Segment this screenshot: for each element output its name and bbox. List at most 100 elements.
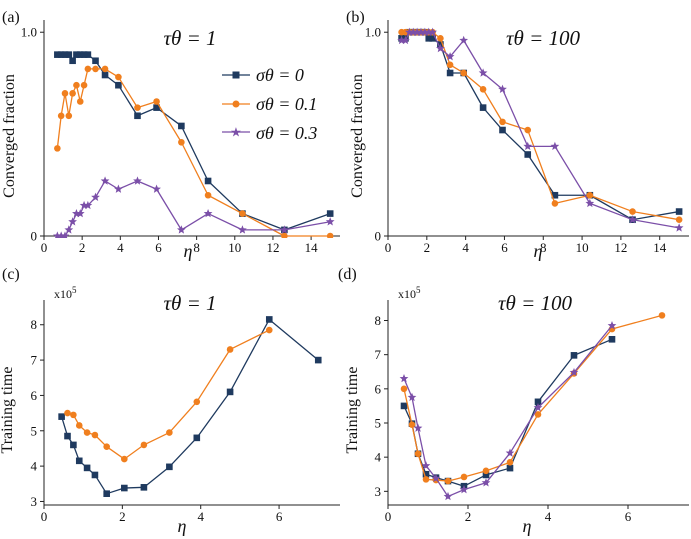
plot-area-b: [397, 27, 684, 232]
data-point-d-2: [459, 485, 469, 494]
data-point-d-1: [408, 421, 416, 429]
data-point-b-0: [425, 35, 433, 42]
panel-a: (a) τθ = 1 Converged fraction η 0 2 4 6 8 10 1…: [1, 9, 340, 261]
x-tick-label-b: 14: [653, 240, 667, 255]
data-point-b-2: [428, 27, 438, 36]
legend-entry-0: σθ = 0: [222, 65, 304, 85]
data-point-b-2: [404, 27, 414, 36]
data-point-c-0: [103, 490, 110, 497]
y-multiplier-c: x105: [54, 285, 77, 301]
data-point-d-0: [506, 464, 514, 472]
data-point-b-0: [551, 191, 559, 199]
data-point-b-2: [436, 43, 445, 53]
data-point-b-2: [416, 27, 426, 36]
y-multiplier-exp-d: 5: [416, 285, 421, 295]
data-point-d-2: [505, 448, 515, 457]
data-point-c-0: [226, 388, 234, 396]
data-point-a-0: [54, 51, 61, 58]
y-axis-label-c: Training time: [0, 367, 16, 454]
data-point-a-2: [91, 192, 100, 201]
data-point-a-1: [61, 90, 69, 97]
series-line-b-0: [401, 31, 680, 221]
data-point-d-2: [569, 367, 579, 377]
x-axis-label-d: η: [523, 516, 532, 536]
data-point-a-1: [92, 65, 99, 73]
data-point-c-0: [75, 457, 83, 465]
legend-label-0: σθ = 0: [256, 65, 304, 85]
data-point-a-1: [76, 98, 84, 105]
y-tick-label-c: 4: [31, 459, 38, 474]
y-tick-label-d: 4: [375, 450, 382, 465]
data-point-a-0: [326, 210, 334, 217]
y-tick-label-a: 1.0: [21, 25, 37, 40]
y-ticks-a: 01.0: [21, 25, 44, 244]
data-point-a-0: [92, 57, 99, 65]
legend-marker-2: ★: [230, 125, 242, 140]
data-point-a-1: [178, 138, 185, 146]
data-point-b-1: [437, 35, 444, 42]
chart-title-b: τθ = 100: [506, 26, 581, 50]
x-ticks-d: 0 2 4 6: [385, 505, 632, 524]
data-point-d-0: [422, 470, 430, 478]
y-tick-label-d: 8: [375, 313, 382, 328]
data-point-d-1: [482, 467, 490, 475]
data-point-a-0: [84, 51, 92, 58]
data-point-b-2: [498, 84, 507, 93]
x-tick-label-a: 2: [79, 240, 86, 255]
data-point-b-2: [412, 27, 422, 36]
x-axis-label-b: η: [534, 241, 543, 261]
data-point-b-0: [479, 104, 487, 111]
data-point-b-2: [424, 27, 434, 36]
data-point-c-1: [70, 411, 77, 419]
y-axis-label-d: Training time: [344, 367, 361, 454]
data-point-c-0: [140, 484, 148, 491]
legend-marker-1: [232, 100, 240, 108]
data-point-d-1: [658, 312, 666, 319]
y-multiplier-exp-c: 5: [72, 285, 77, 295]
data-point-a-0: [73, 51, 80, 58]
y-tick-label-d: 3: [375, 484, 382, 499]
data-point-c-0: [193, 434, 201, 442]
data-point-a-0: [153, 104, 160, 111]
data-point-d-0: [534, 398, 542, 406]
data-point-d-1: [506, 458, 514, 466]
data-point-c-0: [314, 356, 322, 364]
y-tick-label-c: 7: [31, 353, 38, 368]
data-point-a-0: [115, 81, 122, 89]
y-tick-label-c: 6: [31, 388, 38, 403]
chart-title-d: τθ = 100: [498, 291, 573, 315]
data-point-c-1: [166, 429, 173, 436]
data-point-a-0: [61, 51, 69, 58]
y-ticks-d: 3 4 5 6 7 8: [375, 313, 388, 499]
x-tick-label-a: 12: [266, 240, 279, 255]
data-point-a-0: [65, 51, 73, 58]
x-tick-label-d: 4: [545, 509, 552, 524]
data-point-b-0: [429, 35, 436, 42]
data-point-a-0: [57, 51, 65, 58]
data-point-d-2: [407, 392, 417, 402]
x-tick-label-d: 2: [465, 509, 472, 524]
data-point-a-1: [239, 210, 246, 217]
data-point-b-2: [478, 68, 488, 77]
data-point-d-2: [399, 373, 409, 383]
series-line-c-1: [67, 329, 270, 460]
data-point-c-0: [83, 464, 91, 472]
x-tick-label-c: 2: [119, 509, 126, 524]
data-point-b-2: [420, 27, 430, 36]
x-tick-label-a: 4: [117, 240, 124, 255]
data-point-d-2: [431, 473, 441, 483]
data-point-d-2: [481, 478, 491, 487]
data-point-b-2: [408, 27, 418, 36]
x-tick-label-a: 8: [193, 240, 200, 255]
data-point-b-1: [479, 85, 487, 93]
data-point-b-2: [523, 141, 533, 151]
data-point-b-2: [445, 52, 455, 61]
data-point-a-1: [281, 232, 288, 238]
x-axis-label-c: η: [178, 516, 187, 536]
data-point-a-2: [64, 225, 74, 234]
data-point-b-2: [459, 35, 469, 45]
y-multiplier-d: x105: [398, 285, 421, 301]
x-tick-label-b: 8: [540, 240, 547, 255]
data-point-c-0: [64, 432, 71, 440]
